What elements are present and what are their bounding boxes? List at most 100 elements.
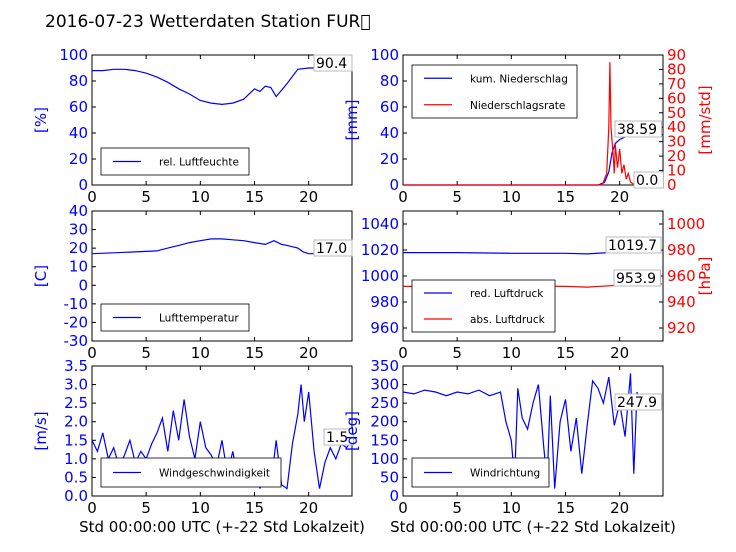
x-tick-label: 5 (141, 188, 151, 206)
y2-tick-label: 60 (667, 89, 686, 107)
y-tick-label: 100 (370, 450, 399, 468)
panel-middle-right: 0 5 10 15 20 960 980 1000 1020 1040 920 940 960 980 10… (361, 210, 714, 362)
series-line (403, 134, 663, 186)
legend-label: Lufttemperatur (159, 313, 239, 325)
y-tick-label: 0.0 (64, 487, 88, 505)
y-tick-label: 2.5 (64, 394, 88, 412)
y2-axis-label: [hPa] (696, 257, 714, 296)
x-tick-label: 15 (245, 499, 264, 517)
y-tick-label: 50 (380, 468, 399, 486)
x-tick-label: 10 (502, 344, 521, 362)
series-line (91, 238, 351, 255)
y2-tick-label: 50 (667, 104, 686, 122)
series-line (402, 373, 663, 489)
last-value-box (614, 393, 662, 411)
x-tick-label: 5 (141, 499, 151, 517)
x-tick-label: 20 (610, 344, 629, 362)
x-tick-label: 10 (191, 344, 210, 362)
y-tick-label: 40 (69, 124, 88, 142)
plot-frame (91, 210, 353, 342)
y2-tick-label: 80 (667, 60, 686, 78)
y-axis-label: [mm] (343, 100, 361, 141)
y-tick-label: 980 (370, 293, 399, 311)
last-value-box (614, 120, 662, 138)
legend-label: abs. Luftdruck (470, 314, 546, 326)
y2-tick-label: 70 (667, 75, 686, 93)
x-tick-label: 10 (502, 499, 521, 517)
x-tick-label: 20 (610, 188, 629, 206)
last-value-label: 90.4 (316, 56, 347, 72)
y2-tick-label: 920 (667, 319, 696, 337)
x-tick-label: 0 (398, 344, 408, 362)
legend-box (411, 64, 578, 119)
x-tick-label: 10 (191, 188, 210, 206)
x-tick-label: 15 (556, 344, 575, 362)
y-tick-label: 960 (370, 319, 399, 337)
y2-tick-label: 40 (667, 118, 686, 136)
panel-top-left: 0 5 10 15 20 0 20 40 60 80 100 [%] 90.4 rel. Luftfeuc… (32, 46, 353, 206)
y-axis-label: [C] (32, 265, 50, 287)
y-tick-label: 1.5 (64, 431, 88, 449)
legend-box (411, 279, 556, 333)
plot-frame (402, 365, 664, 497)
y-tick-label: -30 (64, 332, 89, 350)
y-tick-label: 20 (69, 239, 88, 257)
last-value-label: 247.9 (617, 395, 657, 411)
last-value-label: 0.0 (636, 173, 658, 189)
last-value-box (605, 236, 662, 254)
x-tick-label: 0 (398, 188, 408, 206)
panel-bottom-left: 0 5 10 15 200.00.51.01.52.02.53.03.5[m/s] 1.5… (32, 357, 354, 517)
x-tick-label: 5 (141, 344, 151, 362)
y-tick-label: 60 (380, 98, 399, 116)
y-tick-label: 0 (389, 487, 399, 505)
x-tick-label: 0 (87, 344, 97, 362)
y-tick-label: 1000 (361, 267, 399, 285)
legend-label: red. Luftdruck (470, 288, 544, 300)
last-value-box (323, 428, 354, 446)
y2-tick-label: 20 (667, 147, 686, 165)
last-value-label: 38.59 (617, 122, 657, 138)
y-tick-label: 1040 (361, 215, 399, 233)
x-tick-label: 0 (398, 499, 408, 517)
y-tick-label: 0 (78, 276, 88, 294)
y-tick-label: 350 (370, 357, 399, 375)
y-tick-label: 40 (69, 202, 88, 220)
y-tick-label: 200 (370, 413, 399, 431)
x-tick-label: 10 (191, 499, 210, 517)
x-tick-label: 20 (299, 188, 318, 206)
last-value-box (313, 239, 353, 257)
plot-frame (91, 54, 353, 186)
y-axis-label: [%] (32, 107, 50, 133)
y-tick-label: 300 (370, 376, 399, 394)
y-tick-label: -20 (64, 313, 89, 331)
y2-tick-label: 0 (667, 176, 677, 194)
legend-label: rel. Luftfeuchte (159, 157, 239, 169)
y2-tick-label: 960 (667, 267, 696, 285)
series-line (92, 66, 351, 106)
y-tick-label: 20 (380, 150, 399, 168)
y-tick-label: 80 (380, 72, 399, 90)
y2-tick-label: 10 (667, 162, 686, 180)
y-tick-label: 150 (370, 431, 399, 449)
last-value-box (613, 269, 661, 287)
x-tick-label: 10 (502, 188, 521, 206)
y2-axis-label: [mm/std] (696, 85, 714, 154)
y2-tick-label: 940 (667, 293, 696, 311)
x-tick-label: 0 (87, 188, 97, 206)
y-tick-label: 2.0 (64, 413, 88, 431)
legend-label: Niederschlagsrate (470, 100, 565, 112)
y-tick-label: 30 (69, 221, 88, 239)
y-tick-label: 1.0 (64, 450, 88, 468)
y-tick-label: 20 (69, 150, 88, 168)
legend-label: Windrichtung (470, 468, 540, 480)
x-tick-label: 15 (556, 188, 575, 206)
y2-tick-label: 980 (667, 241, 696, 259)
x-tick-label: 0 (87, 499, 97, 517)
y2-tick-label: 90 (667, 46, 686, 64)
y-tick-label: 0 (78, 176, 88, 194)
x-tick-label: 15 (556, 499, 575, 517)
panel-middle-left: 0 5 10 15 20-30-20-10010203040[C]17.0Lufttem… (32, 202, 353, 362)
last-value-box (313, 54, 353, 72)
y-tick-label: 3.0 (64, 376, 88, 394)
